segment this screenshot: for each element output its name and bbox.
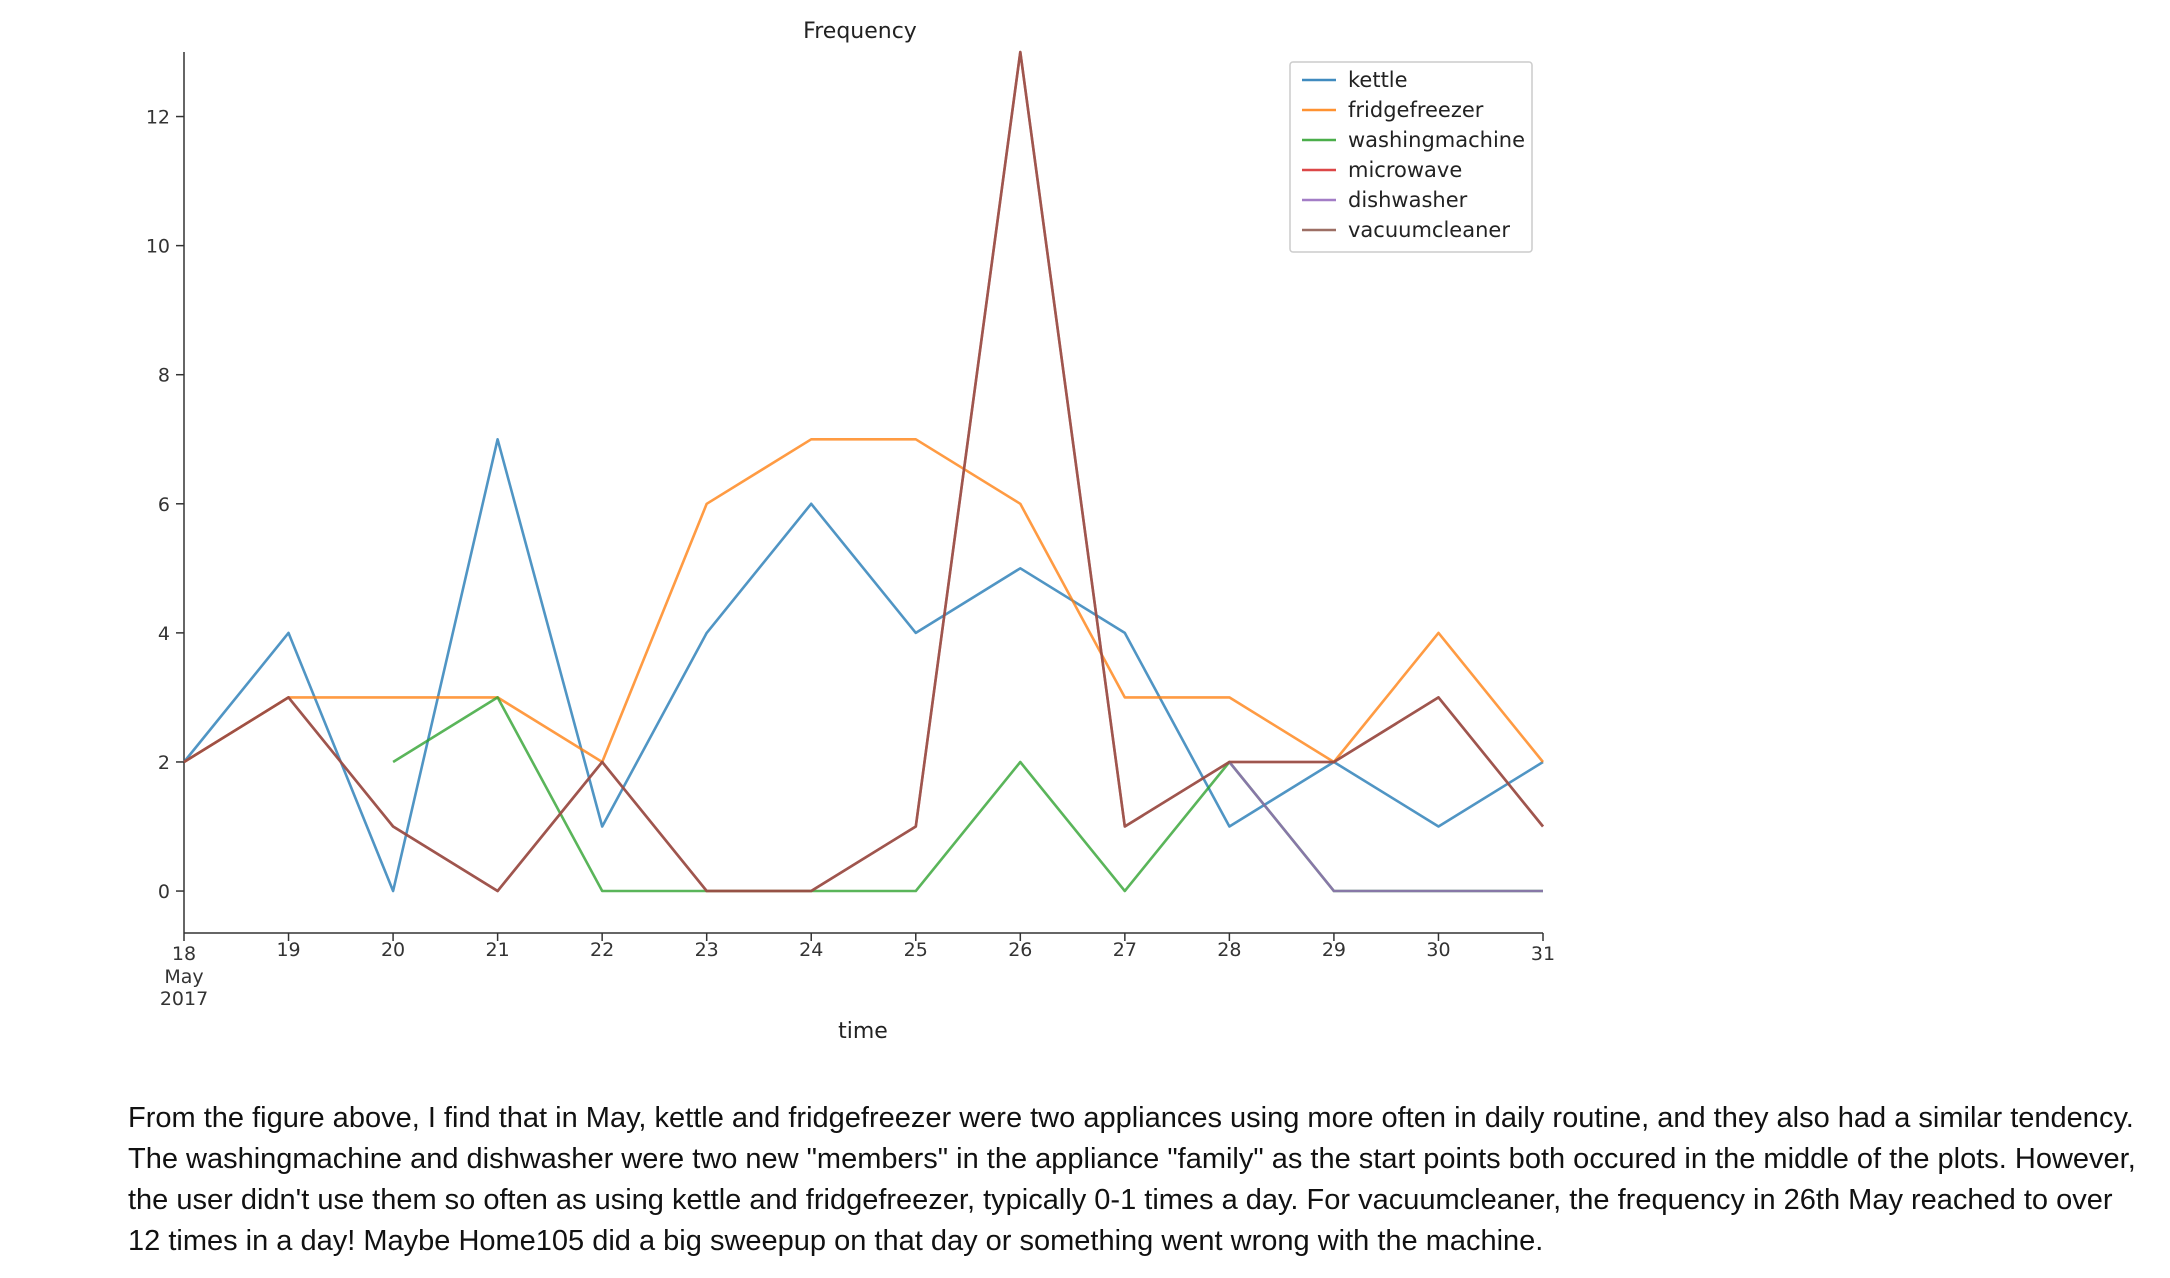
caption-text: From the figure above, I find that in Ma…: [128, 1102, 2136, 1257]
x-tick-label: 29: [1322, 939, 1346, 961]
y-tick-label: 0: [158, 881, 170, 903]
series-line-kettle: [182, 438, 1544, 893]
series-line-fridgefreezer: [183, 438, 1545, 764]
legend-label-fridgefreezer: fridgefreezer: [1348, 98, 1484, 122]
x-tick-label: 28: [1217, 939, 1241, 961]
x-axis-label: time: [838, 1019, 888, 1044]
series-line-dishwasher: [1228, 761, 1543, 893]
x-tick-label: 24: [799, 939, 823, 961]
series-line-vacuumcleaner: [183, 50, 1545, 893]
x-tick-sublabel: May: [164, 966, 203, 988]
x-tick-label: 30: [1426, 939, 1450, 961]
y-tick-label: 10: [146, 236, 170, 258]
series-lines: [182, 50, 1545, 893]
x-tick-label: 19: [276, 939, 300, 961]
y-tick-label: 8: [158, 365, 170, 387]
y-axis-ticks: 0 2 4 6 8 10 12: [146, 107, 184, 903]
legend-label-microwave: microwave: [1348, 158, 1462, 182]
legend-label-dishwasher: dishwasher: [1348, 188, 1468, 212]
analysis-caption: From the figure above, I find that in Ma…: [128, 1098, 2138, 1262]
y-tick-label: 4: [158, 623, 170, 645]
x-tick-label: 27: [1113, 939, 1137, 961]
y-tick-label: 12: [146, 107, 170, 129]
x-tick-label: 31: [1531, 943, 1555, 965]
legend-label-washingmachine: washingmachine: [1348, 128, 1525, 152]
legend-label-vacuumcleaner: vacuumcleaner: [1348, 218, 1510, 242]
x-tick-label: 22: [590, 939, 614, 961]
x-tick-label: 25: [904, 939, 928, 961]
legend: kettle fridgefreezer washingmachine microwa…: [1289, 61, 1533, 253]
x-tick-sublabel: 2017: [160, 988, 208, 1010]
legend-frame: [1289, 61, 1533, 253]
x-tick-label: 23: [695, 939, 719, 961]
series-line-washingmachine: [392, 696, 1543, 893]
x-tick-label: 20: [381, 939, 405, 961]
y-tick-label: 2: [158, 752, 170, 774]
x-tick-label: 21: [486, 939, 510, 961]
chart-title: Frequency: [803, 19, 917, 44]
y-tick-label: 6: [158, 494, 170, 516]
legend-label-kettle: kettle: [1348, 68, 1408, 92]
x-tick-label: 18: [172, 943, 196, 965]
x-tick-label: 26: [1008, 939, 1032, 961]
